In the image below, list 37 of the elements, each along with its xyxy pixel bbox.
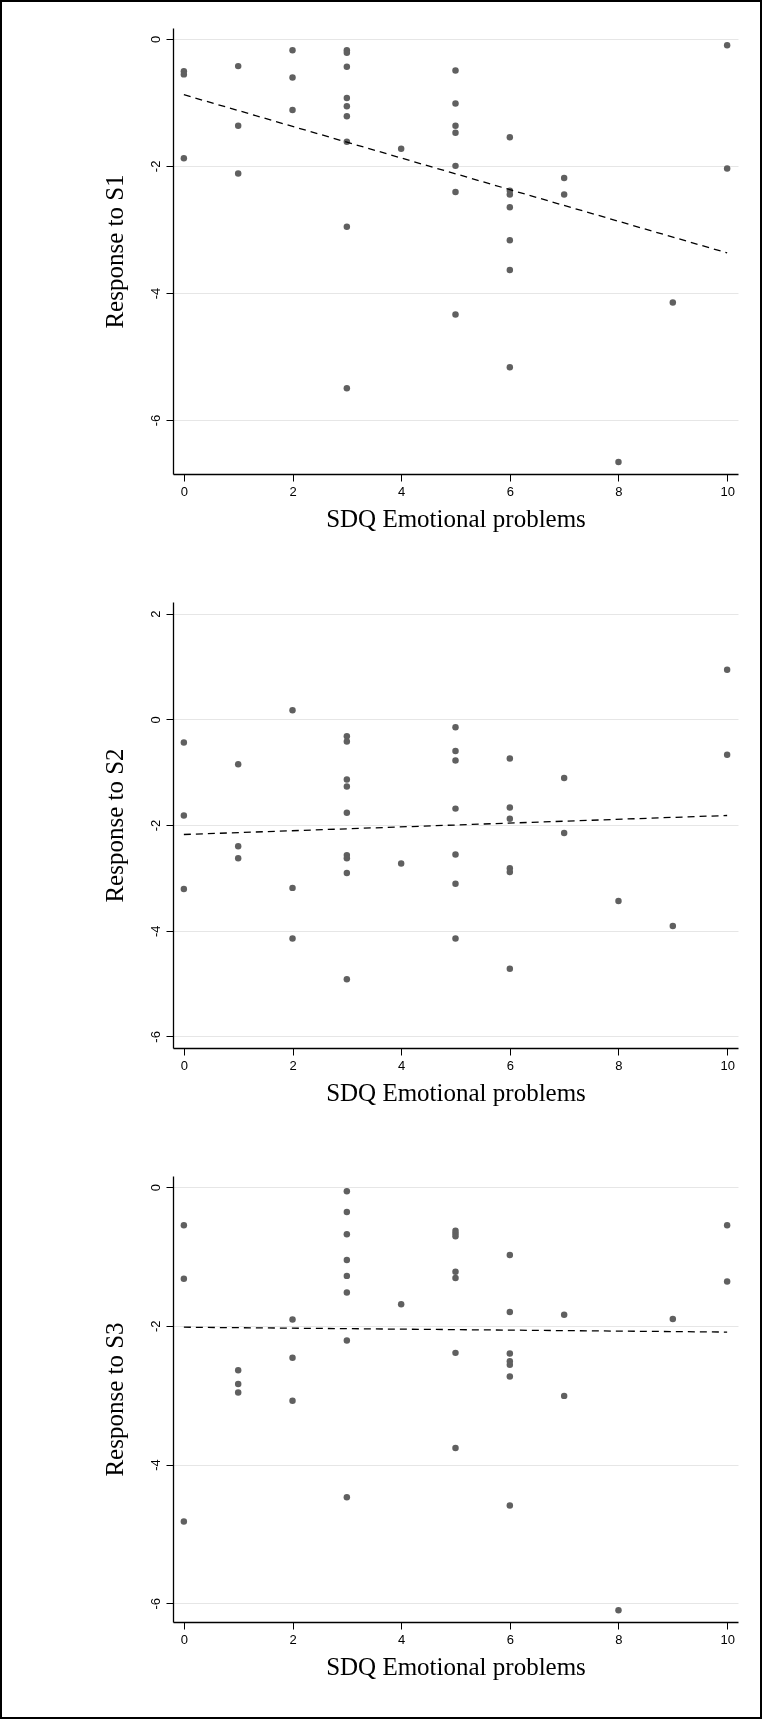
x-axis-title: SDQ Emotional problems [326,1078,586,1106]
y-tick-label: 2 [147,610,163,618]
y-tick-label: -6 [147,1031,163,1043]
x-tick-label: 4 [398,1631,406,1647]
y-axis-title: Response to S1 [100,174,128,329]
x-tick-label: 0 [180,1057,188,1073]
y-tick-label: -4 [147,925,163,937]
x-tick-label: 4 [398,483,406,499]
y-tick-label: 0 [147,1183,163,1192]
y-tick-label: 0 [147,716,163,724]
x-tick-label: 2 [289,1631,297,1647]
x-tick-label: 2 [289,1057,297,1073]
x-tick-label: 6 [506,1057,514,1073]
x-tick-label: 4 [398,1057,406,1073]
x-tick-label: 0 [180,1631,188,1647]
x-tick-label: 0 [180,483,188,499]
x-tick-label: 10 [720,1057,735,1073]
y-tick-label: -4 [147,1459,163,1471]
x-tick-label: 8 [615,483,623,499]
y-tick-label: -2 [147,160,163,173]
y-tick-label: -6 [147,1597,163,1610]
y-axis-title: Response to S2 [100,748,128,903]
x-tick-label: 6 [506,1631,514,1647]
x-tick-label: 8 [615,1631,623,1647]
y-tick-label: 0 [147,35,163,43]
x-tick-label: 10 [720,1631,735,1647]
y-tick-label: -4 [147,287,163,300]
x-tick-label: 2 [289,483,297,499]
x-axis-title: SDQ Emotional problems [326,504,586,532]
y-tick-label: -6 [147,414,163,427]
y-tick-label: -2 [147,819,163,832]
x-tick-label: 8 [615,1057,623,1073]
y-axis-title: Response to S3 [100,1322,128,1477]
x-tick-label: 6 [506,483,514,499]
y-tick-label: -2 [147,1320,163,1333]
x-tick-label: 10 [720,483,735,499]
x-axis-title: SDQ Emotional problems [326,1652,586,1680]
